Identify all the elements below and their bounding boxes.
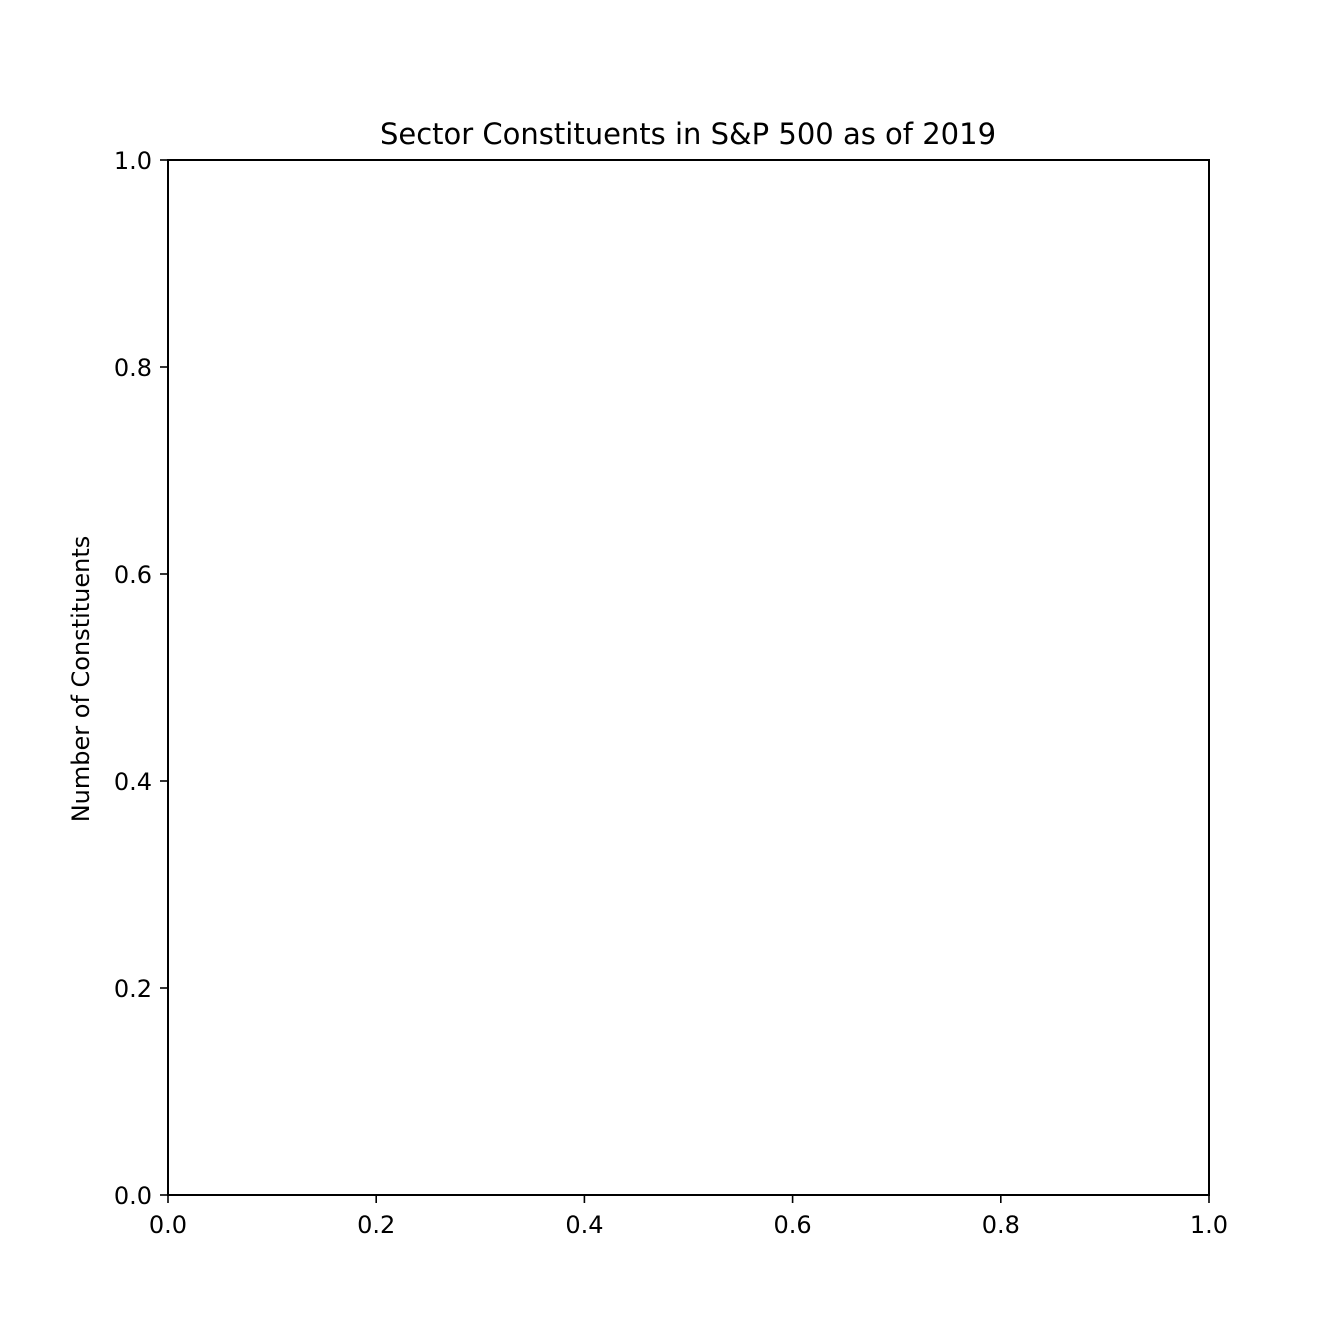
x-axis-ticks: 0.0 0.2 0.4 0.6 0.8 1.0 [149,1195,1228,1239]
y-tick-label: 0.6 [114,561,152,589]
plot-frame [167,159,1210,1196]
x-tick-label: 0.2 [357,1211,395,1239]
y-axis-label: Number of Constituents [67,536,95,823]
x-tick-label: 0.4 [565,1211,603,1239]
x-tick-label: 0.0 [149,1211,187,1239]
y-tick-label: 0.0 [114,1182,152,1210]
y-tick-label: 1.0 [114,147,152,175]
x-tick-label: 0.6 [774,1211,812,1239]
y-tick-label: 0.4 [114,768,152,796]
chart-title: Sector Constituents in S&P 500 as of 201… [380,117,996,151]
x-tick-label: 1.0 [1190,1211,1228,1239]
y-tick-label: 0.8 [114,354,152,382]
y-axis-ticks: 0.0 0.2 0.4 0.6 0.8 1.0 [114,147,168,1210]
y-tick-label: 0.2 [114,975,152,1003]
x-tick-label: 0.8 [982,1211,1020,1239]
